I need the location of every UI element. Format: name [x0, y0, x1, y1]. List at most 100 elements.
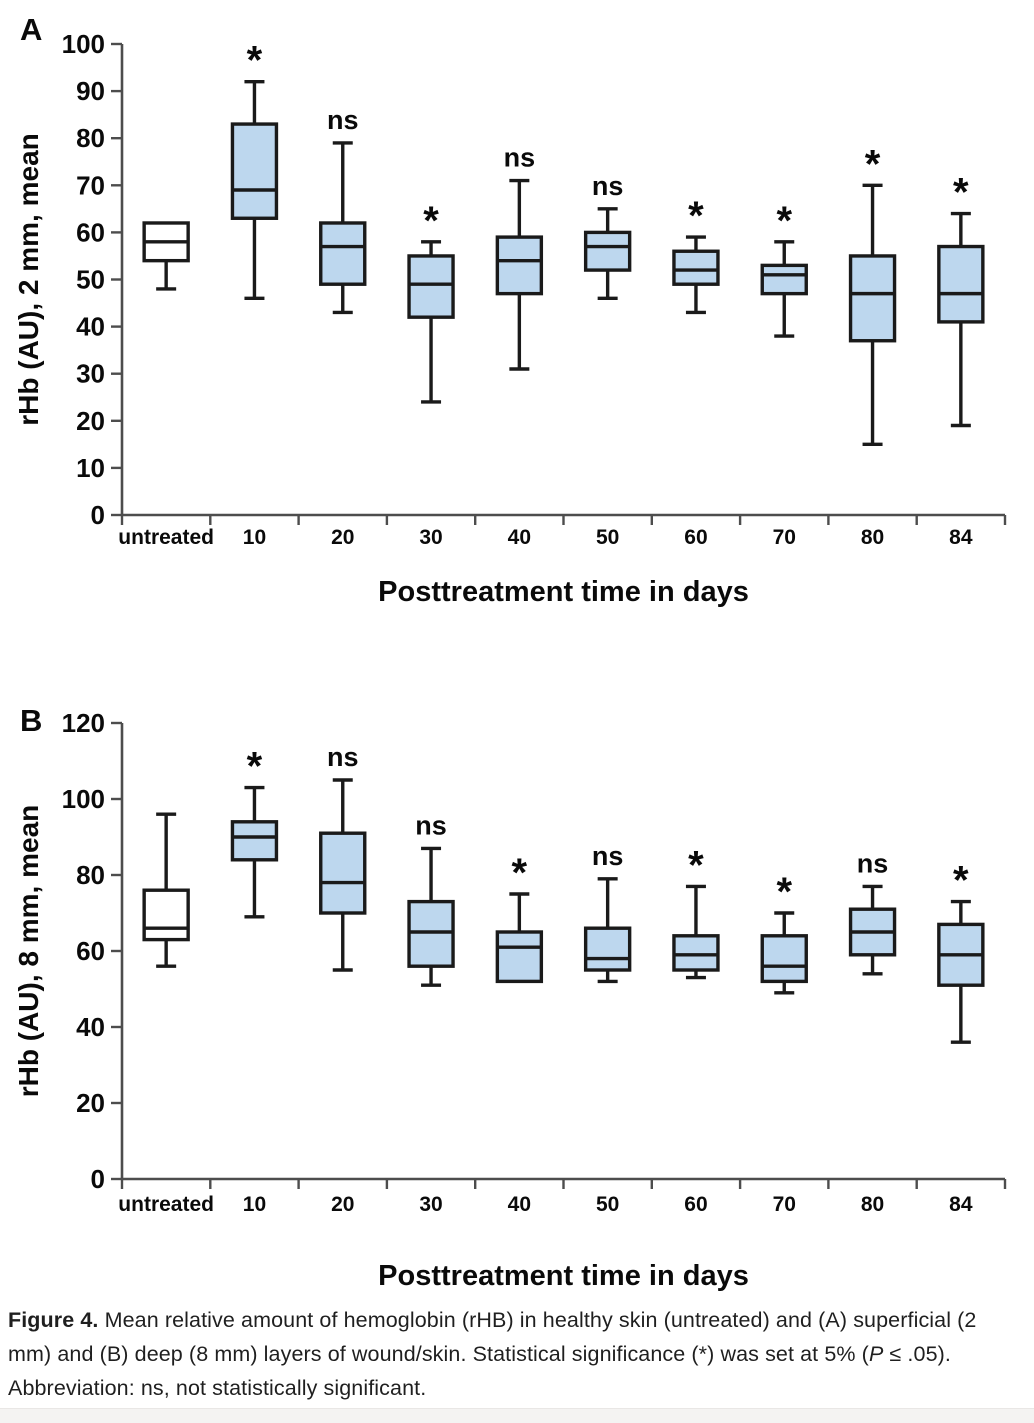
- x-tick-label: 40: [508, 1193, 531, 1216]
- panel-label: A: [20, 12, 42, 47]
- significance-marker: ns: [415, 810, 447, 840]
- significance-marker: ns: [592, 841, 624, 871]
- box-40: [495, 178, 544, 371]
- box: [407, 254, 455, 319]
- x-tick-label: 20: [331, 1193, 354, 1216]
- x-tick-label: untreated: [118, 1193, 214, 1216]
- y-tick-label: 0: [91, 1164, 105, 1194]
- significance-marker: ns: [857, 848, 889, 878]
- significance-marker: *: [953, 859, 969, 903]
- box-30: [407, 240, 455, 404]
- box: [583, 926, 632, 972]
- box-70: [760, 240, 808, 338]
- x-tick-label: 70: [773, 526, 796, 549]
- significance-marker: *: [865, 142, 881, 186]
- significance-marker: *: [247, 39, 263, 83]
- x-tick-label: 60: [684, 1193, 707, 1216]
- caption-label: Figure 4.: [8, 1308, 99, 1332]
- y-tick-label: 60: [76, 936, 105, 966]
- significance-marker: ns: [592, 171, 624, 201]
- box-70: [760, 911, 808, 995]
- y-axis-title: rHb (AU), 8 mm, mean: [13, 805, 44, 1098]
- box-10: [230, 79, 279, 301]
- y-tick-label: 90: [76, 76, 105, 106]
- caption-p-italic: P: [868, 1342, 884, 1366]
- box: [319, 221, 367, 286]
- x-tick-label: 84: [949, 526, 973, 549]
- y-tick-label: 20: [76, 1088, 105, 1118]
- box-untreated: [142, 812, 190, 968]
- box-80: [848, 884, 897, 976]
- box-50: [583, 877, 632, 984]
- y-tick-label: 10: [76, 453, 105, 483]
- x-axis-title: Posttreatment time in days: [378, 576, 749, 608]
- x-tick-label: 60: [684, 526, 707, 549]
- box: [848, 254, 897, 343]
- box: [407, 899, 455, 968]
- box-30: [407, 846, 455, 987]
- significance-marker: ns: [327, 105, 359, 135]
- y-tick-label: 20: [76, 406, 105, 436]
- significance-marker: *: [688, 194, 704, 238]
- significance-marker: *: [776, 870, 792, 914]
- box-10: [230, 785, 279, 919]
- x-tick-label: 30: [419, 526, 442, 549]
- y-tick-label: 40: [76, 312, 105, 342]
- caption-text-part1: Mean relative amount of hemoglobin (rHB)…: [8, 1308, 977, 1366]
- box: [495, 930, 544, 984]
- y-tick-label: 0: [91, 500, 105, 530]
- y-tick-label: 50: [76, 265, 105, 295]
- significance-marker: ns: [327, 742, 359, 772]
- x-tick-label: 70: [773, 1193, 796, 1216]
- box: [760, 934, 808, 984]
- box-50: [583, 207, 632, 301]
- x-axis-title: Posttreatment time in days: [378, 1260, 749, 1292]
- box: [230, 820, 279, 862]
- box-20: [319, 778, 367, 972]
- box-20: [319, 141, 367, 315]
- significance-marker: *: [423, 199, 439, 243]
- significance-marker: *: [512, 851, 528, 895]
- x-tick-label: 10: [243, 526, 266, 549]
- box: [672, 934, 720, 972]
- y-tick-label: 60: [76, 217, 105, 247]
- box: [230, 122, 279, 220]
- x-tick-label: 20: [331, 526, 354, 549]
- y-tick-label: 80: [76, 123, 105, 153]
- x-tick-label: 50: [596, 526, 619, 549]
- y-axis-title: rHb (AU), 2 mm, mean: [13, 133, 44, 426]
- x-tick-label: 84: [949, 1193, 973, 1216]
- figure-caption: Figure 4. Mean relative amount of hemogl…: [8, 1303, 1000, 1405]
- x-tick-label: untreated: [118, 526, 214, 549]
- box: [495, 235, 544, 296]
- box-60: [672, 235, 720, 315]
- box: [319, 831, 367, 915]
- box-80: [848, 183, 897, 447]
- box-60: [672, 884, 720, 980]
- box-untreated: [142, 221, 190, 291]
- box-40: [495, 892, 544, 984]
- box-84: [937, 899, 985, 1044]
- y-tick-label: 70: [76, 170, 105, 200]
- box: [583, 230, 632, 272]
- panel-label: B: [20, 703, 42, 738]
- y-tick-label: 40: [76, 1012, 105, 1042]
- box: [760, 263, 808, 296]
- x-tick-label: 80: [861, 1193, 884, 1216]
- x-tick-label: 10: [243, 1193, 266, 1216]
- caption-text-part2: ≤ .05). Abbreviation: ns, not statistica…: [8, 1342, 951, 1400]
- significance-marker: *: [776, 199, 792, 243]
- y-tick-label: 100: [62, 784, 105, 814]
- box: [142, 888, 190, 942]
- page-bottom-bar: [0, 1408, 1034, 1423]
- box: [672, 249, 720, 286]
- box-84: [937, 211, 985, 428]
- significance-marker: *: [247, 745, 263, 789]
- significance-marker: *: [688, 843, 704, 887]
- significance-marker: *: [953, 171, 969, 215]
- y-tick-label: 120: [62, 708, 105, 738]
- x-tick-label: 50: [596, 1193, 619, 1216]
- significance-marker: ns: [504, 143, 536, 173]
- box: [937, 244, 985, 324]
